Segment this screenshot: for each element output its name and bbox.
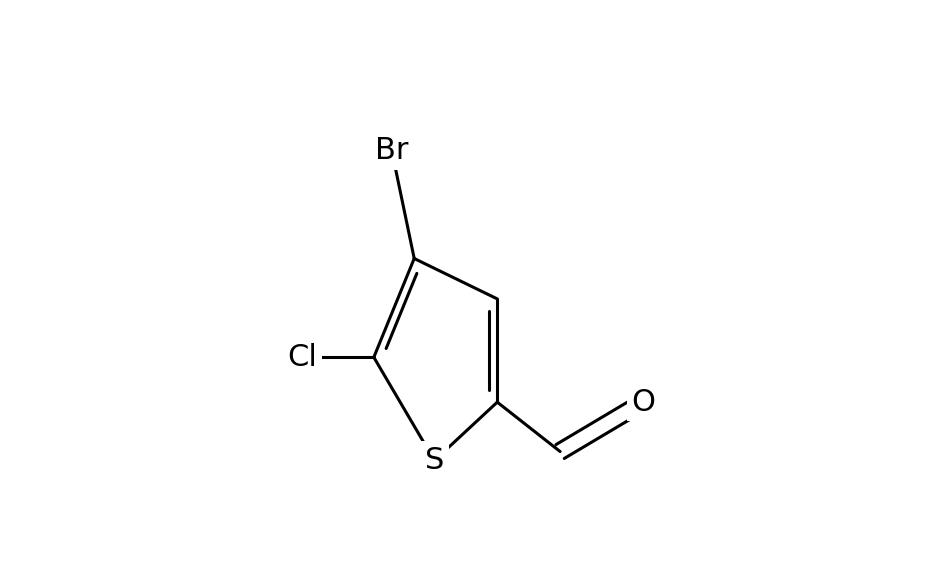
Text: Br: Br	[375, 136, 409, 165]
Text: Cl: Cl	[287, 343, 317, 372]
Text: O: O	[632, 388, 655, 417]
Text: S: S	[425, 446, 444, 475]
